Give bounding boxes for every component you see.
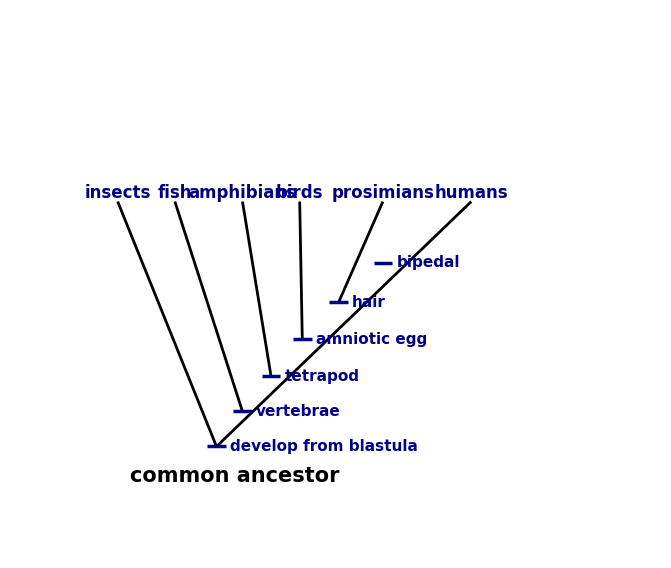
Text: humans: humans	[435, 183, 508, 202]
Text: vertebrae: vertebrae	[256, 404, 341, 419]
Text: fish: fish	[158, 183, 192, 202]
Text: common ancestor: common ancestor	[130, 466, 340, 486]
Text: birds: birds	[276, 183, 323, 202]
Text: hair: hair	[352, 295, 386, 310]
Text: amphibians: amphibians	[189, 183, 297, 202]
Text: amniotic egg: amniotic egg	[316, 332, 427, 347]
Text: bipedal: bipedal	[397, 255, 460, 270]
Text: develop from blastula: develop from blastula	[230, 439, 418, 454]
Text: insects: insects	[85, 183, 151, 202]
Text: prosimians: prosimians	[331, 183, 434, 202]
Text: tetrapod: tetrapod	[285, 369, 360, 384]
